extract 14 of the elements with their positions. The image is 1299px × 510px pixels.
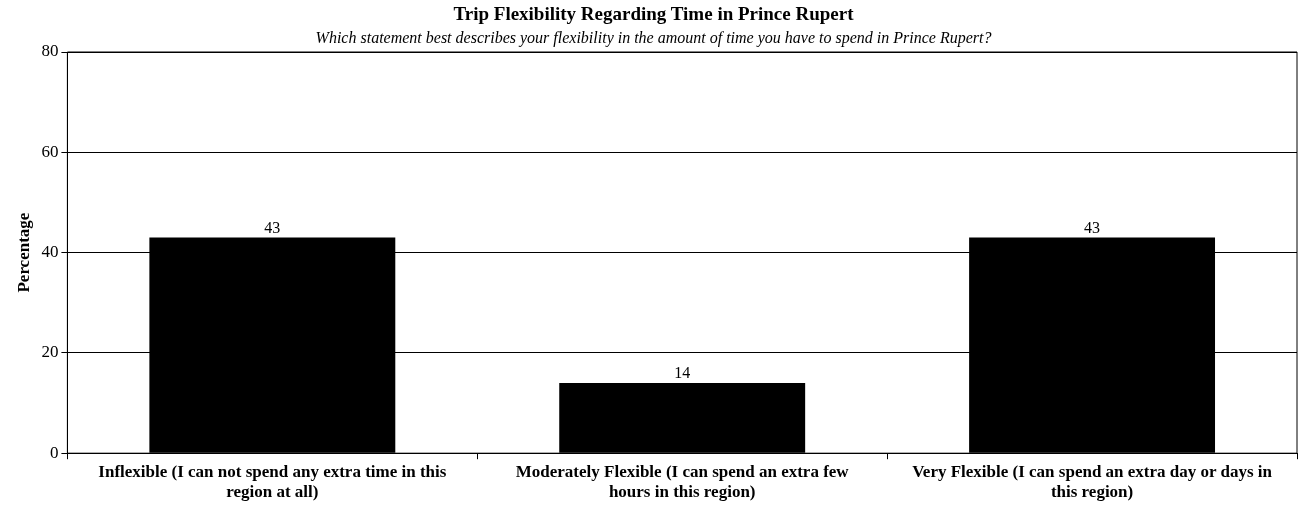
chart-title: Trip Flexibility Regarding Time in Prince Rupert	[453, 3, 855, 25]
data-label: 43	[1084, 218, 1101, 236]
y-tick-label: 60	[41, 141, 59, 161]
y-axis-title: Percentage	[13, 212, 33, 293]
chart-subtitle: Which statement best describes your flexibility in the amount of time you have to spend in Prince Rupert?	[315, 28, 992, 47]
x-tick-label: Inflexible (I can not spend any extra time in this region at all)	[98, 461, 447, 502]
y-tick-label: 80	[41, 41, 59, 61]
y-tick-label: 40	[41, 242, 59, 262]
y-tick-label: 0	[49, 442, 59, 462]
data-label: 43	[264, 218, 281, 236]
data-label: 14	[674, 364, 691, 382]
y-tick-label: 20	[41, 342, 59, 362]
x-tick-label: Moderately Flexible (I can spend an extra few hours in this region)	[515, 461, 850, 502]
x-tick-label: Very Flexible (I can spend an extra day or days in this region)	[912, 461, 1273, 502]
